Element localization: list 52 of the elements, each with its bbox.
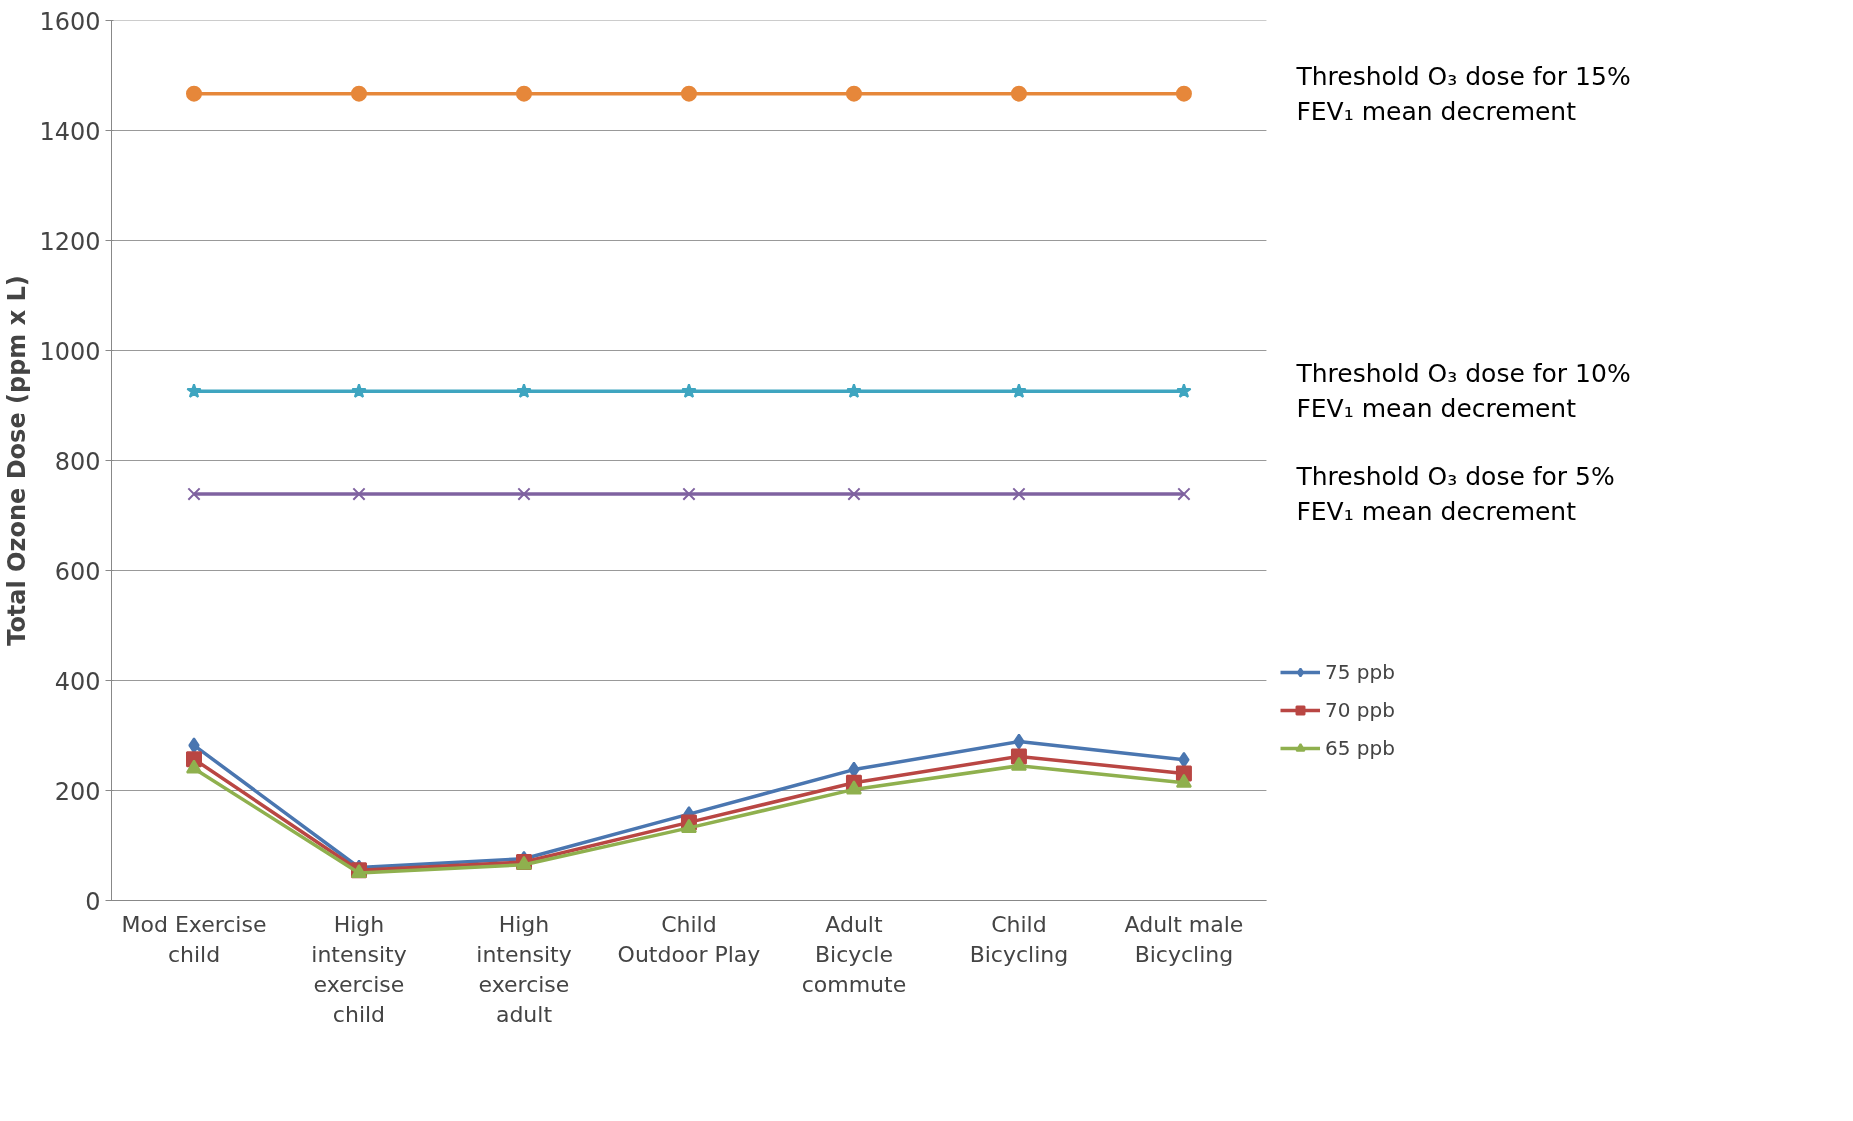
point bbox=[847, 487, 861, 501]
point bbox=[350, 85, 367, 102]
text: Threshold O₃ dose for 10% FEV₁ mean decrement bbox=[1295, 359, 1631, 424]
point bbox=[1175, 85, 1192, 102]
y-tick-label: 200 bbox=[54, 777, 101, 806]
point bbox=[186, 383, 202, 398]
y-tick-label: 400 bbox=[54, 667, 101, 696]
point bbox=[1011, 383, 1027, 398]
x-tick-label: High intensity exercise child bbox=[311, 911, 407, 1027]
point bbox=[1178, 751, 1190, 768]
point bbox=[1177, 487, 1191, 501]
point bbox=[680, 85, 697, 102]
text: Threshold O₃ dose for 5% FEV₁ mean decrement bbox=[1295, 462, 1615, 526]
y-tick-label: 800 bbox=[54, 447, 101, 476]
y-tick-label: 1200 bbox=[39, 227, 101, 256]
y-axis-title: Total Ozone Dose (ppm x L) bbox=[3, 275, 32, 646]
text: Threshold O₃ dose for 15% FEV₁ mean decrement bbox=[1295, 61, 1631, 126]
x-tick-label: High intensity exercise adult bbox=[476, 911, 572, 1027]
y-tick-label: 1400 bbox=[39, 117, 101, 146]
legend-label: 70 ppb bbox=[1325, 698, 1395, 722]
point bbox=[187, 487, 201, 501]
point bbox=[846, 383, 862, 398]
point bbox=[682, 487, 696, 501]
point bbox=[845, 780, 862, 795]
y-tick-label: 600 bbox=[54, 557, 101, 586]
y-tick-label: 1000 bbox=[39, 337, 101, 366]
x-tick-label: Adult male Bicycling bbox=[1124, 911, 1244, 967]
point bbox=[1013, 733, 1025, 750]
point bbox=[185, 85, 202, 102]
legend-label: 65 ppb bbox=[1325, 736, 1395, 760]
point bbox=[1012, 487, 1026, 501]
y-tick-label: 0 bbox=[85, 887, 101, 916]
point bbox=[1010, 756, 1027, 771]
point bbox=[351, 383, 367, 398]
point bbox=[516, 383, 532, 398]
x-tick-label: Mod Exercise child bbox=[121, 911, 267, 967]
point bbox=[681, 383, 697, 398]
point bbox=[1175, 773, 1192, 788]
point bbox=[845, 85, 862, 102]
point bbox=[185, 759, 202, 774]
y-tick-label: 1600 bbox=[39, 7, 101, 36]
point bbox=[1010, 85, 1027, 102]
point bbox=[680, 818, 697, 833]
point bbox=[188, 737, 200, 754]
x-tick-label: Child Bicycling bbox=[969, 911, 1069, 967]
point bbox=[352, 487, 366, 501]
x-tick-label: Child Outdoor Play bbox=[617, 911, 761, 967]
point bbox=[517, 487, 531, 501]
x-tick-label: Adult Bicycle commute bbox=[801, 911, 907, 997]
legend-label: 75 ppb bbox=[1325, 660, 1395, 684]
point bbox=[515, 85, 532, 102]
point bbox=[1176, 383, 1192, 398]
